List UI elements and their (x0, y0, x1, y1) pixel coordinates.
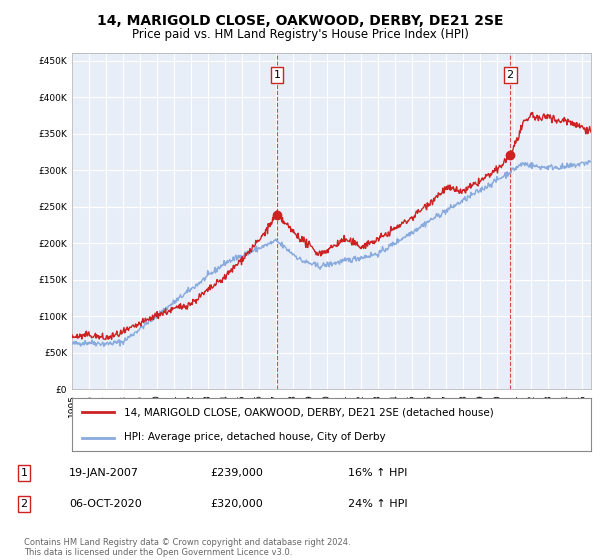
Text: 1: 1 (20, 468, 28, 478)
Text: 14, MARIGOLD CLOSE, OAKWOOD, DERBY, DE21 2SE: 14, MARIGOLD CLOSE, OAKWOOD, DERBY, DE21… (97, 14, 503, 28)
Text: HPI: Average price, detached house, City of Derby: HPI: Average price, detached house, City… (124, 432, 386, 442)
Text: 06-OCT-2020: 06-OCT-2020 (69, 499, 142, 509)
Text: 14, MARIGOLD CLOSE, OAKWOOD, DERBY, DE21 2SE (detached house): 14, MARIGOLD CLOSE, OAKWOOD, DERBY, DE21… (124, 408, 494, 418)
Text: £239,000: £239,000 (210, 468, 263, 478)
Text: 2: 2 (506, 70, 514, 80)
Text: 1: 1 (274, 70, 281, 80)
Text: 19-JAN-2007: 19-JAN-2007 (69, 468, 139, 478)
Text: £320,000: £320,000 (210, 499, 263, 509)
Text: Price paid vs. HM Land Registry's House Price Index (HPI): Price paid vs. HM Land Registry's House … (131, 28, 469, 41)
Text: 24% ↑ HPI: 24% ↑ HPI (348, 499, 407, 509)
Text: 2: 2 (20, 499, 28, 509)
Text: 16% ↑ HPI: 16% ↑ HPI (348, 468, 407, 478)
Text: Contains HM Land Registry data © Crown copyright and database right 2024.
This d: Contains HM Land Registry data © Crown c… (24, 538, 350, 557)
